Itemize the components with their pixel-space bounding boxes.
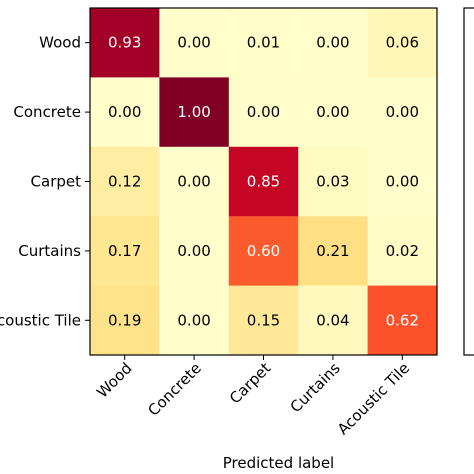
cell-value-label: 0.00 xyxy=(386,173,419,191)
x-axis-title: Predicted label xyxy=(223,454,334,472)
cell-value-label: 0.62 xyxy=(386,311,419,329)
heatmap-value-labels: 0.93 0.00 0.01 0.00 0.06 0.00 1.00 0.00 0.00 0.00… xyxy=(108,34,419,330)
cell-value-label: 1.00 xyxy=(177,103,210,121)
heatmap-cell xyxy=(367,216,438,287)
cell-value-label: 0.00 xyxy=(247,103,280,121)
cell-value-label: 0.00 xyxy=(177,34,210,52)
heatmap-cell xyxy=(159,8,230,78)
y-tick-label: Curtains xyxy=(18,242,81,260)
heatmap-cell xyxy=(228,146,299,217)
cell-value-label: 0.00 xyxy=(386,103,419,121)
y-tick-label: Wood xyxy=(39,34,81,52)
heatmap-cell xyxy=(298,77,369,148)
heatmap-cell xyxy=(228,285,299,356)
heatmap-cell xyxy=(298,285,369,356)
y-tick-label: Concrete xyxy=(13,103,81,121)
y-tick-label: Acoustic Tile xyxy=(0,311,81,329)
heatmap-cell xyxy=(159,216,230,287)
cell-value-label: 0.00 xyxy=(108,103,141,121)
cell-value-label: 0.06 xyxy=(386,34,419,52)
cell-value-label: 0.85 xyxy=(247,173,280,191)
heatmap-cell xyxy=(228,77,299,148)
y-tick-label: Carpet xyxy=(31,173,82,191)
heatmap-cell xyxy=(298,146,369,217)
cell-value-label: 0.02 xyxy=(386,242,419,260)
cell-value-label: 0.00 xyxy=(177,311,210,329)
x-tick-label: Acoustic Tile xyxy=(334,359,413,438)
cell-value-label: 0.15 xyxy=(247,311,280,329)
heatmap-cell xyxy=(159,285,230,356)
heatmap-cell xyxy=(367,285,438,356)
heatmap-cell xyxy=(90,146,160,217)
x-tick-label: Carpet xyxy=(226,359,274,407)
cell-value-label: 0.04 xyxy=(316,311,349,329)
cell-value-label: 0.93 xyxy=(108,34,141,52)
x-tick-label: Curtains xyxy=(287,359,344,416)
cell-value-label: 0.00 xyxy=(316,103,349,121)
x-tick-label: Concrete xyxy=(144,359,205,420)
cell-value-label: 0.21 xyxy=(316,242,349,260)
heatmap-cell xyxy=(90,8,160,78)
heatmap-cell xyxy=(228,8,299,78)
heatmap-cell xyxy=(367,146,438,217)
heatmap-cell xyxy=(90,77,160,148)
cell-value-label: 0.00 xyxy=(177,242,210,260)
heatmap-cell xyxy=(367,77,438,148)
cell-value-label: 0.03 xyxy=(316,173,349,191)
cell-value-label: 0.00 xyxy=(316,34,349,52)
heatmap-cell xyxy=(298,8,369,78)
cell-value-label: 0.19 xyxy=(108,311,141,329)
heatmap-cell xyxy=(159,146,230,217)
heatmap-cell xyxy=(298,216,369,287)
cell-value-label: 0.12 xyxy=(108,173,141,191)
heatmap-cell xyxy=(90,216,160,287)
heatmap-cell xyxy=(159,77,230,148)
cell-value-label: 0.01 xyxy=(247,34,280,52)
y-axis-ticks: Wood Concrete Carpet Curtains Acoustic Tile xyxy=(0,34,90,329)
cell-value-label: 0.17 xyxy=(108,242,141,260)
colorbar xyxy=(463,7,474,356)
heatmap-cell xyxy=(90,285,160,356)
heatmap-cell xyxy=(367,8,438,78)
heatmap-cell xyxy=(228,216,299,287)
cell-value-label: 0.00 xyxy=(177,173,210,191)
cell-value-label: 0.60 xyxy=(247,242,280,260)
x-tick-label: Wood xyxy=(93,359,135,401)
heatmap-cells xyxy=(90,8,438,356)
